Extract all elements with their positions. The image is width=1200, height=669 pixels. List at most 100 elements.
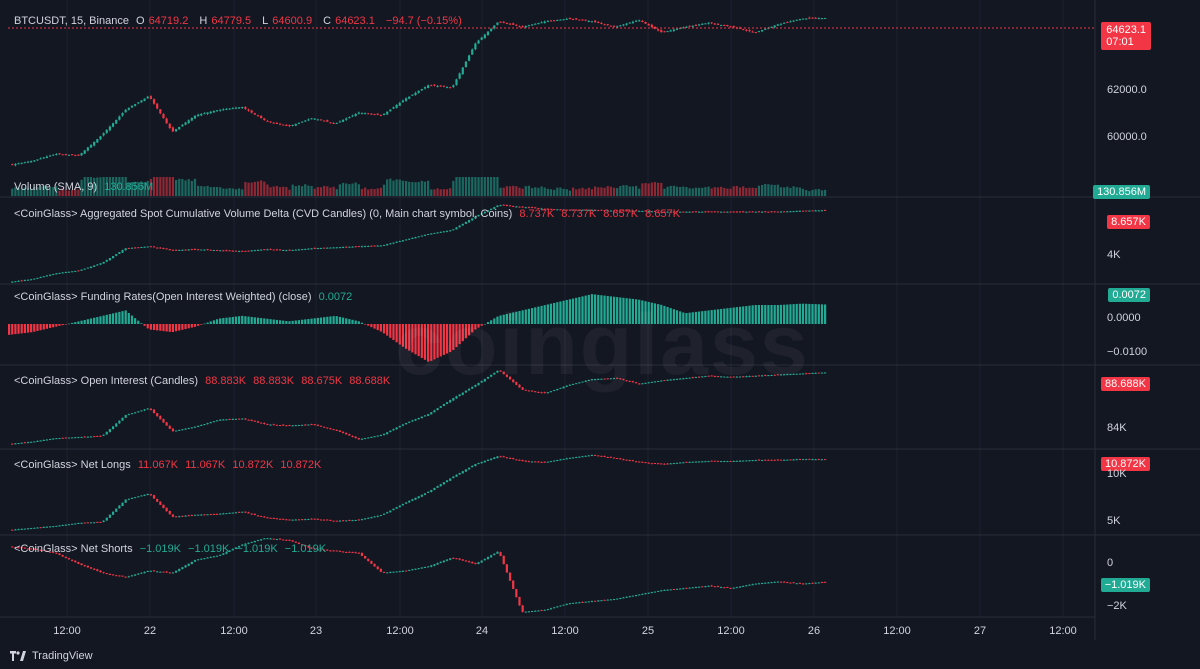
volume-legend[interactable]: Volume (SMA, 9) 130.856M (14, 181, 157, 193)
funding-bar (669, 308, 672, 324)
netshorts-candle (486, 557, 490, 560)
price-candle (461, 67, 464, 75)
volume-bar (386, 179, 389, 196)
volume-bar (578, 188, 581, 196)
netshorts-candle (130, 575, 134, 577)
tradingview-brand[interactable]: TradingView (10, 650, 93, 662)
funding-bar (115, 312, 118, 324)
netshorts-candle (222, 553, 225, 555)
funding-bar (619, 297, 622, 324)
cvd-candle (118, 252, 121, 254)
cvd-candle (496, 205, 499, 208)
price-candle (606, 24, 609, 26)
oi-title[interactable]: <CoinGlass> Open Interest (Candles) (14, 375, 199, 387)
volume-bar (165, 177, 168, 196)
netlongs-candle (433, 488, 436, 490)
price-candle (307, 119, 310, 121)
oi-candle (716, 376, 720, 378)
cvd-candle (127, 248, 130, 250)
volume-bar (795, 187, 798, 196)
volume-bar (669, 185, 672, 196)
funding-bar (80, 320, 83, 324)
funding-legend[interactable]: <CoinGlass> Funding Rates(Open Interest … (14, 291, 356, 303)
netshorts-candle (760, 583, 764, 585)
funding-bar (294, 320, 297, 324)
cvd-candle (682, 211, 685, 213)
oi-candle (442, 404, 445, 406)
volume-bar (187, 179, 190, 196)
price-candle (316, 119, 319, 121)
volume-bar (212, 186, 215, 196)
symbol-label[interactable]: BTCUSDT, 15, Binance (14, 15, 129, 27)
price-candle (108, 126, 112, 131)
funding-bar (247, 316, 250, 324)
oi-candle (52, 438, 55, 440)
oi-legend[interactable]: <CoinGlass> Open Interest (Candles) 88.8… (14, 375, 394, 387)
volume-tag: 130.856M (1093, 185, 1150, 199)
cvd-candle (137, 247, 140, 249)
funding-bar (679, 311, 682, 324)
price-candle (546, 21, 549, 23)
cvd-candle (382, 244, 386, 246)
cvd-candle (247, 250, 250, 252)
netlongs-candle (364, 518, 367, 520)
netlongs-candle (789, 459, 792, 461)
volume-bar (228, 188, 231, 196)
netlongs-candle (798, 459, 802, 461)
volume-bar (675, 186, 679, 196)
oi-candle (770, 374, 773, 376)
volume-bar (137, 181, 140, 196)
price-candle (559, 19, 562, 21)
cvd-title[interactable]: <CoinGlass> Aggregated Spot Cumulative V… (14, 208, 513, 220)
cvd-legend[interactable]: <CoinGlass> Aggregated Spot Cumulative V… (14, 208, 684, 220)
volume-bar (442, 189, 445, 196)
volume-bar (74, 188, 77, 196)
funding-bar (461, 324, 464, 342)
netlongs-title[interactable]: <CoinGlass> Net Longs (14, 459, 131, 471)
funding-bar (134, 318, 137, 324)
netshorts-candle (603, 599, 606, 601)
cvd-candle (203, 249, 206, 251)
cvd-candle (817, 210, 820, 212)
oi-candle (86, 436, 89, 438)
price-candle (178, 126, 181, 130)
funding-title[interactable]: <CoinGlass> Funding Rates(Open Interest … (14, 291, 312, 303)
volume-bar (742, 186, 745, 196)
netshorts-legend[interactable]: <CoinGlass> Net Shorts −1.019K −1.019K −… (14, 543, 330, 555)
netlongs-legend[interactable]: <CoinGlass> Net Longs 11.067K 11.067K 10… (14, 459, 325, 471)
netshorts-title[interactable]: <CoinGlass> Net Shorts (14, 543, 133, 555)
netlongs-candle (67, 524, 71, 526)
price-candle (423, 87, 427, 89)
cvd-candle (754, 211, 757, 213)
funding-bar (212, 320, 215, 324)
cvd-candle (414, 237, 417, 239)
oi-candle (490, 374, 493, 377)
volume-bar (518, 187, 521, 196)
volume-bar (455, 177, 458, 196)
oi-candle (250, 419, 253, 421)
price-candle (581, 19, 584, 21)
oi-candle (742, 376, 745, 378)
netshorts-axis-label: 0 (1107, 557, 1114, 569)
cvd-candle (263, 249, 266, 251)
cvd-candle (483, 211, 486, 214)
netshorts-candle (505, 564, 508, 573)
price-candle (260, 115, 263, 119)
netlongs-candle (316, 518, 319, 520)
netlongs-candle (820, 459, 824, 461)
cvd-candle (760, 211, 764, 213)
oi-candle (445, 402, 449, 404)
main-legend[interactable]: BTCUSDT, 15, Binance O 64719.2 H 64779.5 L… (14, 15, 466, 27)
cvd-candle (55, 273, 58, 275)
volume-bar (612, 187, 616, 196)
netlongs-candle (42, 526, 45, 528)
price-candle (203, 113, 206, 115)
volume-bar (430, 189, 433, 196)
oi-candle (713, 376, 716, 378)
netshorts-candle (697, 586, 701, 588)
volume-bar (291, 184, 294, 196)
netlongs-candle (58, 525, 61, 527)
oi-candle (253, 420, 256, 422)
volume-title[interactable]: Volume (SMA, 9) (14, 181, 98, 193)
